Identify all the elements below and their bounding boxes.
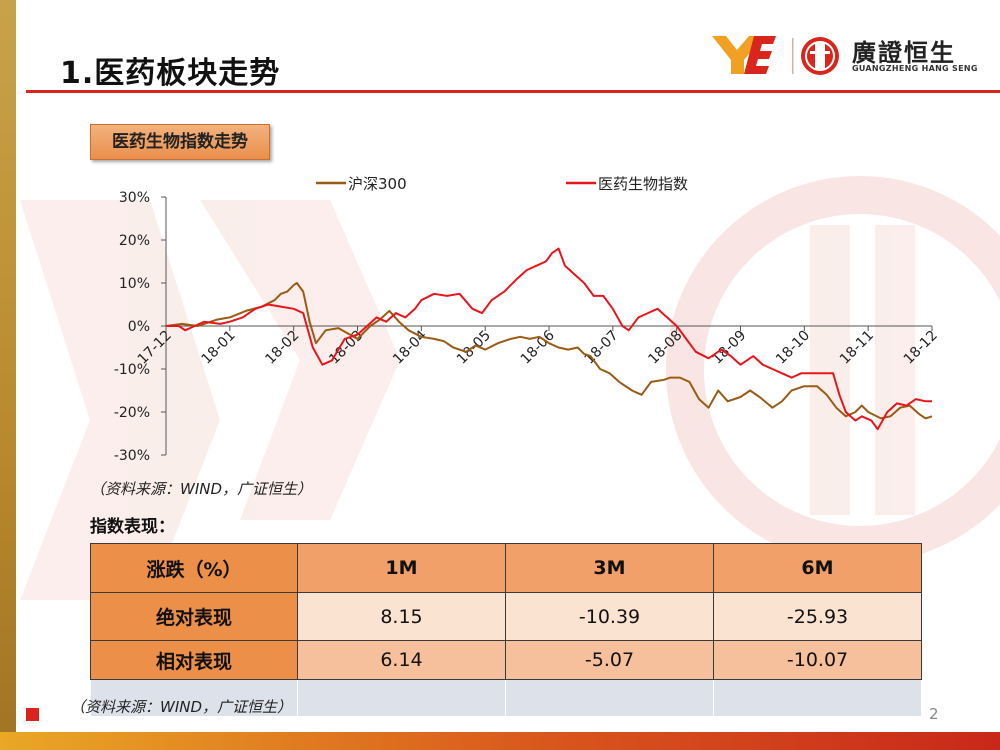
- x-tick-label: 18-12: [901, 328, 941, 368]
- cell-absolute-6m: -25.93: [713, 592, 922, 641]
- y-tick-label: -20%: [114, 405, 150, 421]
- y-tick-label: 10%: [119, 276, 150, 292]
- cell-relative-6m: -10.07: [713, 640, 922, 680]
- logo-name: 廣證恒生: [852, 39, 956, 67]
- table-row-absolute: 绝对表现 8.15 -10.39 -25.93: [90, 592, 922, 641]
- empty-cell: [90, 679, 298, 717]
- table-header-row: 涨跌（%） 1M 3M 6M: [90, 543, 922, 593]
- y-tick-label: 30%: [119, 190, 150, 206]
- series-line-pharma: [166, 247, 932, 431]
- header-cell-1m: 1M: [297, 543, 506, 593]
- header-cell-change: 涨跌（%）: [90, 543, 298, 593]
- performance-table: 涨跌（%） 1M 3M 6M 绝对表现 8.15 -10.39 -25.93 相…: [90, 543, 922, 717]
- empty-cell: [713, 679, 922, 717]
- y-tick-label: -10%: [114, 362, 150, 378]
- series-line-hs300: [165, 282, 933, 420]
- bottom-red-square: [26, 708, 39, 721]
- x-tick-label: 18-11: [837, 328, 877, 368]
- chart-source-note: （资料来源：WIND，广证恒生）: [90, 480, 313, 498]
- row-label-relative: 相对表现: [90, 640, 298, 680]
- cell-absolute-1m: 8.15: [297, 592, 506, 641]
- legend-label-pharma: 医药生物指数: [598, 175, 688, 193]
- bottom-decor-bar: [0, 732, 1000, 750]
- header-cell-6m: 6M: [713, 543, 922, 593]
- cell-absolute-3m: -10.39: [505, 592, 714, 641]
- table-row-relative: 相对表现 6.14 -5.07 -10.07: [90, 640, 922, 680]
- x-tick-label: 18-04: [390, 327, 430, 367]
- cell-relative-1m: 6.14: [297, 640, 506, 680]
- x-tick-label: 18-01: [199, 328, 239, 368]
- x-tick-label: 18-10: [773, 328, 813, 368]
- table-source-note: （资料来源：WIND，广证恒生）: [70, 698, 293, 716]
- title-underline: [26, 90, 1000, 93]
- x-tick-label: 18-07: [582, 328, 622, 368]
- logo-subtitle: GUANGZHENG HANG SENG: [852, 64, 978, 73]
- chart-section-tag: 医药生物指数走势: [90, 124, 270, 160]
- page-number: 2: [929, 705, 939, 723]
- x-tick-label: 18-09: [709, 328, 749, 368]
- left-decor-bar: [0, 0, 16, 750]
- y-tick-label: 0%: [128, 319, 150, 335]
- empty-cell: [297, 679, 506, 717]
- header-cell-3m: 3M: [505, 543, 714, 593]
- cell-relative-3m: -5.07: [505, 640, 714, 680]
- row-label-absolute: 绝对表现: [90, 592, 298, 641]
- empty-cell: [505, 679, 714, 717]
- performance-title: 指数表现：: [90, 517, 175, 537]
- table-empty-row: [90, 679, 922, 717]
- x-tick-label: 18-02: [262, 328, 302, 368]
- company-logo: [712, 36, 839, 75]
- y-tick-label: -30%: [114, 448, 150, 464]
- y-tick-label: 20%: [119, 233, 150, 249]
- page-title: 1.医药板块走势: [60, 56, 281, 91]
- x-tick-label: 18-06: [518, 327, 558, 367]
- legend-label-hs300: 沪深300: [348, 175, 407, 193]
- x-tick-label: 18-08: [645, 328, 685, 368]
